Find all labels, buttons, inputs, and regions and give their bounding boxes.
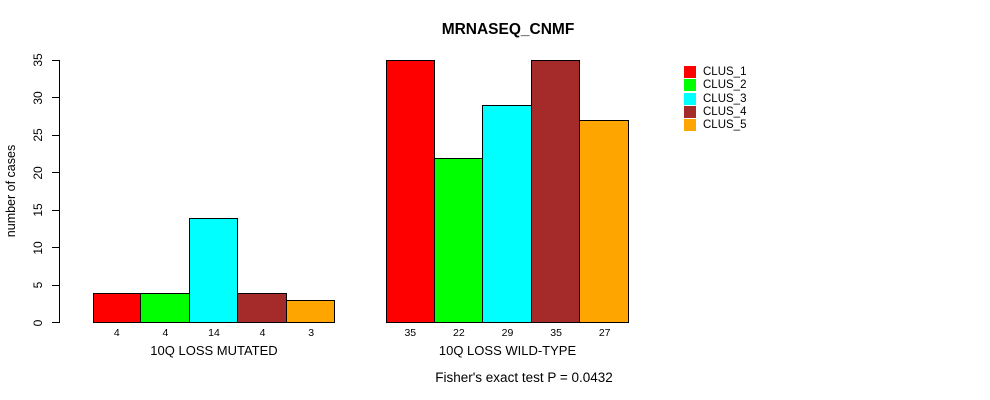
bar (237, 292, 287, 323)
y-tick-label: 5 (31, 281, 45, 289)
bar (579, 120, 629, 323)
y-tick-label: 10 (31, 240, 45, 255)
bar (285, 300, 336, 323)
legend-label: CLUS_3 (703, 92, 747, 105)
y-tick-mark (52, 134, 59, 136)
y-tick-mark (52, 209, 59, 211)
bar-value-label: 4 (259, 327, 266, 339)
bar (92, 292, 142, 323)
bar-value-label: 29 (501, 327, 514, 339)
y-axis-title: number of cases (4, 144, 18, 238)
bar-value-label: 27 (598, 327, 611, 339)
y-tick-mark (52, 284, 59, 286)
group-label: 10Q LOSS MUTATED (150, 343, 278, 358)
y-tick-mark (52, 247, 59, 248)
bar-value-label: 35 (550, 327, 562, 339)
y-tick-label: 25 (31, 128, 45, 142)
bar (433, 157, 484, 323)
bar (386, 60, 435, 323)
legend-label: CLUS_4 (703, 105, 747, 118)
bar (188, 217, 239, 323)
bar-value-label: 14 (208, 327, 220, 339)
bar-value-label: 4 (113, 327, 120, 339)
y-tick-label: 30 (31, 90, 45, 105)
y-tick-mark (52, 322, 59, 323)
bar-value-label: 22 (453, 327, 465, 339)
y-tick-label: 20 (31, 165, 45, 180)
bar (482, 105, 532, 323)
legend-swatch (684, 119, 696, 132)
legend-swatch (684, 92, 696, 105)
legend-swatch (684, 105, 696, 118)
y-tick-label: 0 (31, 319, 45, 326)
y-tick-mark (52, 97, 59, 98)
bar (140, 292, 190, 323)
legend-label: CLUS_2 (703, 79, 747, 92)
y-axis-line (59, 60, 60, 323)
legend-label: CLUS_1 (703, 66, 747, 78)
bar-value-label: 35 (404, 327, 417, 339)
y-tick-label: 15 (31, 203, 45, 217)
bar-value-label: 3 (308, 327, 315, 339)
chart-title: MRNASEQ_CNMF (441, 21, 575, 38)
group-label: 10Q LOSS WILD-TYPE (438, 343, 577, 358)
legend-swatch (684, 79, 696, 92)
legend-label: CLUS_5 (703, 119, 747, 132)
y-tick-mark (52, 172, 59, 173)
bar (530, 60, 581, 323)
annotation-text: Fisher's exact test P = 0.0432 (435, 370, 613, 385)
bar-value-label: 4 (162, 327, 169, 339)
y-tick-label: 35 (31, 53, 45, 67)
legend-swatch (684, 66, 696, 78)
y-tick-mark (52, 59, 59, 61)
